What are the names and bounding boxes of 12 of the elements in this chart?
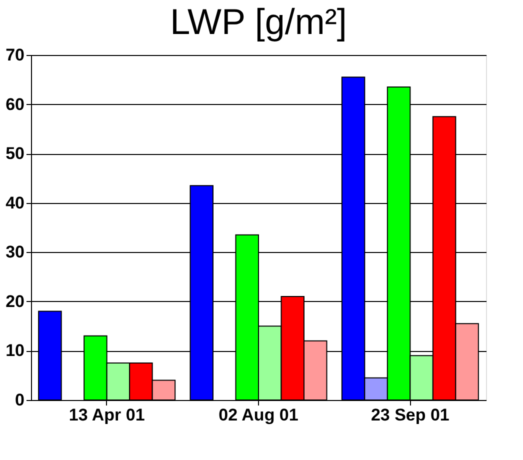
y-tick-label: 20 bbox=[6, 292, 24, 311]
y-tick-label: 30 bbox=[6, 242, 24, 262]
x-tick-label: 02 Aug 01 bbox=[218, 406, 298, 424]
x-tick-label: 13 Apr 01 bbox=[68, 406, 145, 424]
y-tick-label: 60 bbox=[6, 94, 24, 114]
chart-title: LWP [g/m²] bbox=[170, 1, 347, 42]
x-tick-label: 23 Sep 01 bbox=[370, 406, 450, 424]
y-tick-label: 0 bbox=[15, 390, 24, 410]
y-tick-label: 40 bbox=[6, 193, 24, 212]
y-tick-label: 50 bbox=[6, 144, 24, 164]
y-tick-label: 70 bbox=[6, 46, 24, 64]
y-tick-label: 10 bbox=[6, 341, 24, 360]
